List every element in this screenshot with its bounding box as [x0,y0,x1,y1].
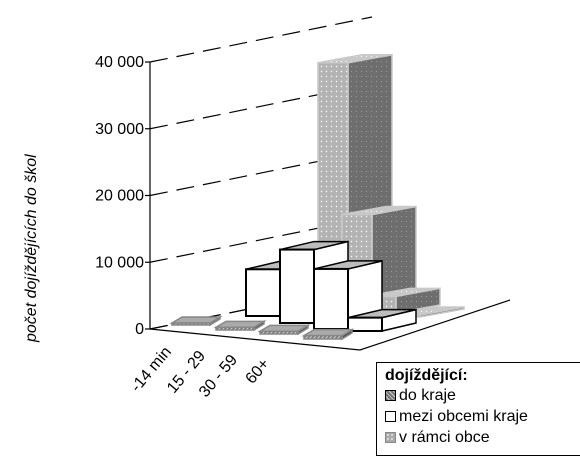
bar [301,328,355,341]
gridline [149,83,373,130]
legend-title: dojíždějící: [385,367,468,384]
x-tick-label: 60+ [243,356,273,388]
legend-item-do-kraje: do kraje [385,385,575,406]
legend-item-mezi-obcemi: mezi obcemi kraje [385,406,575,427]
y-tick-label: 10 000 [95,254,144,271]
legend-swatch-do-kraje [385,390,396,401]
gridline [149,149,373,197]
bar [169,315,223,327]
legend-swatch-v-ramci-obce [385,432,396,443]
legend: dojíždějící: do kraje mezi obcemi kraje … [376,362,580,456]
bar [213,320,267,332]
gridline [149,216,373,263]
bars [169,53,465,341]
legend-label-do-kraje: do kraje [399,387,456,404]
y-axis-title: počet dojíždějících do škol [23,154,40,343]
y-tick-label: 0 [135,321,144,338]
y-axis: 0 10 000 20 000 30 000 40 000 [95,54,151,338]
gridline [149,16,373,63]
legend-label-mezi-obcemi: mezi obcemi kraje [399,408,528,425]
legend-item-v-ramci-obce: v rámci obce [385,427,575,448]
legend-swatch-mezi-obcemi [385,411,396,422]
y-tick-label: 40 000 [95,54,144,71]
y-tick-label: 20 000 [95,188,144,205]
y-tick-label: 30 000 [95,121,144,138]
bar [347,308,417,332]
bar [257,324,311,336]
legend-label-v-ramci-obce: v rámci obce [399,429,490,446]
